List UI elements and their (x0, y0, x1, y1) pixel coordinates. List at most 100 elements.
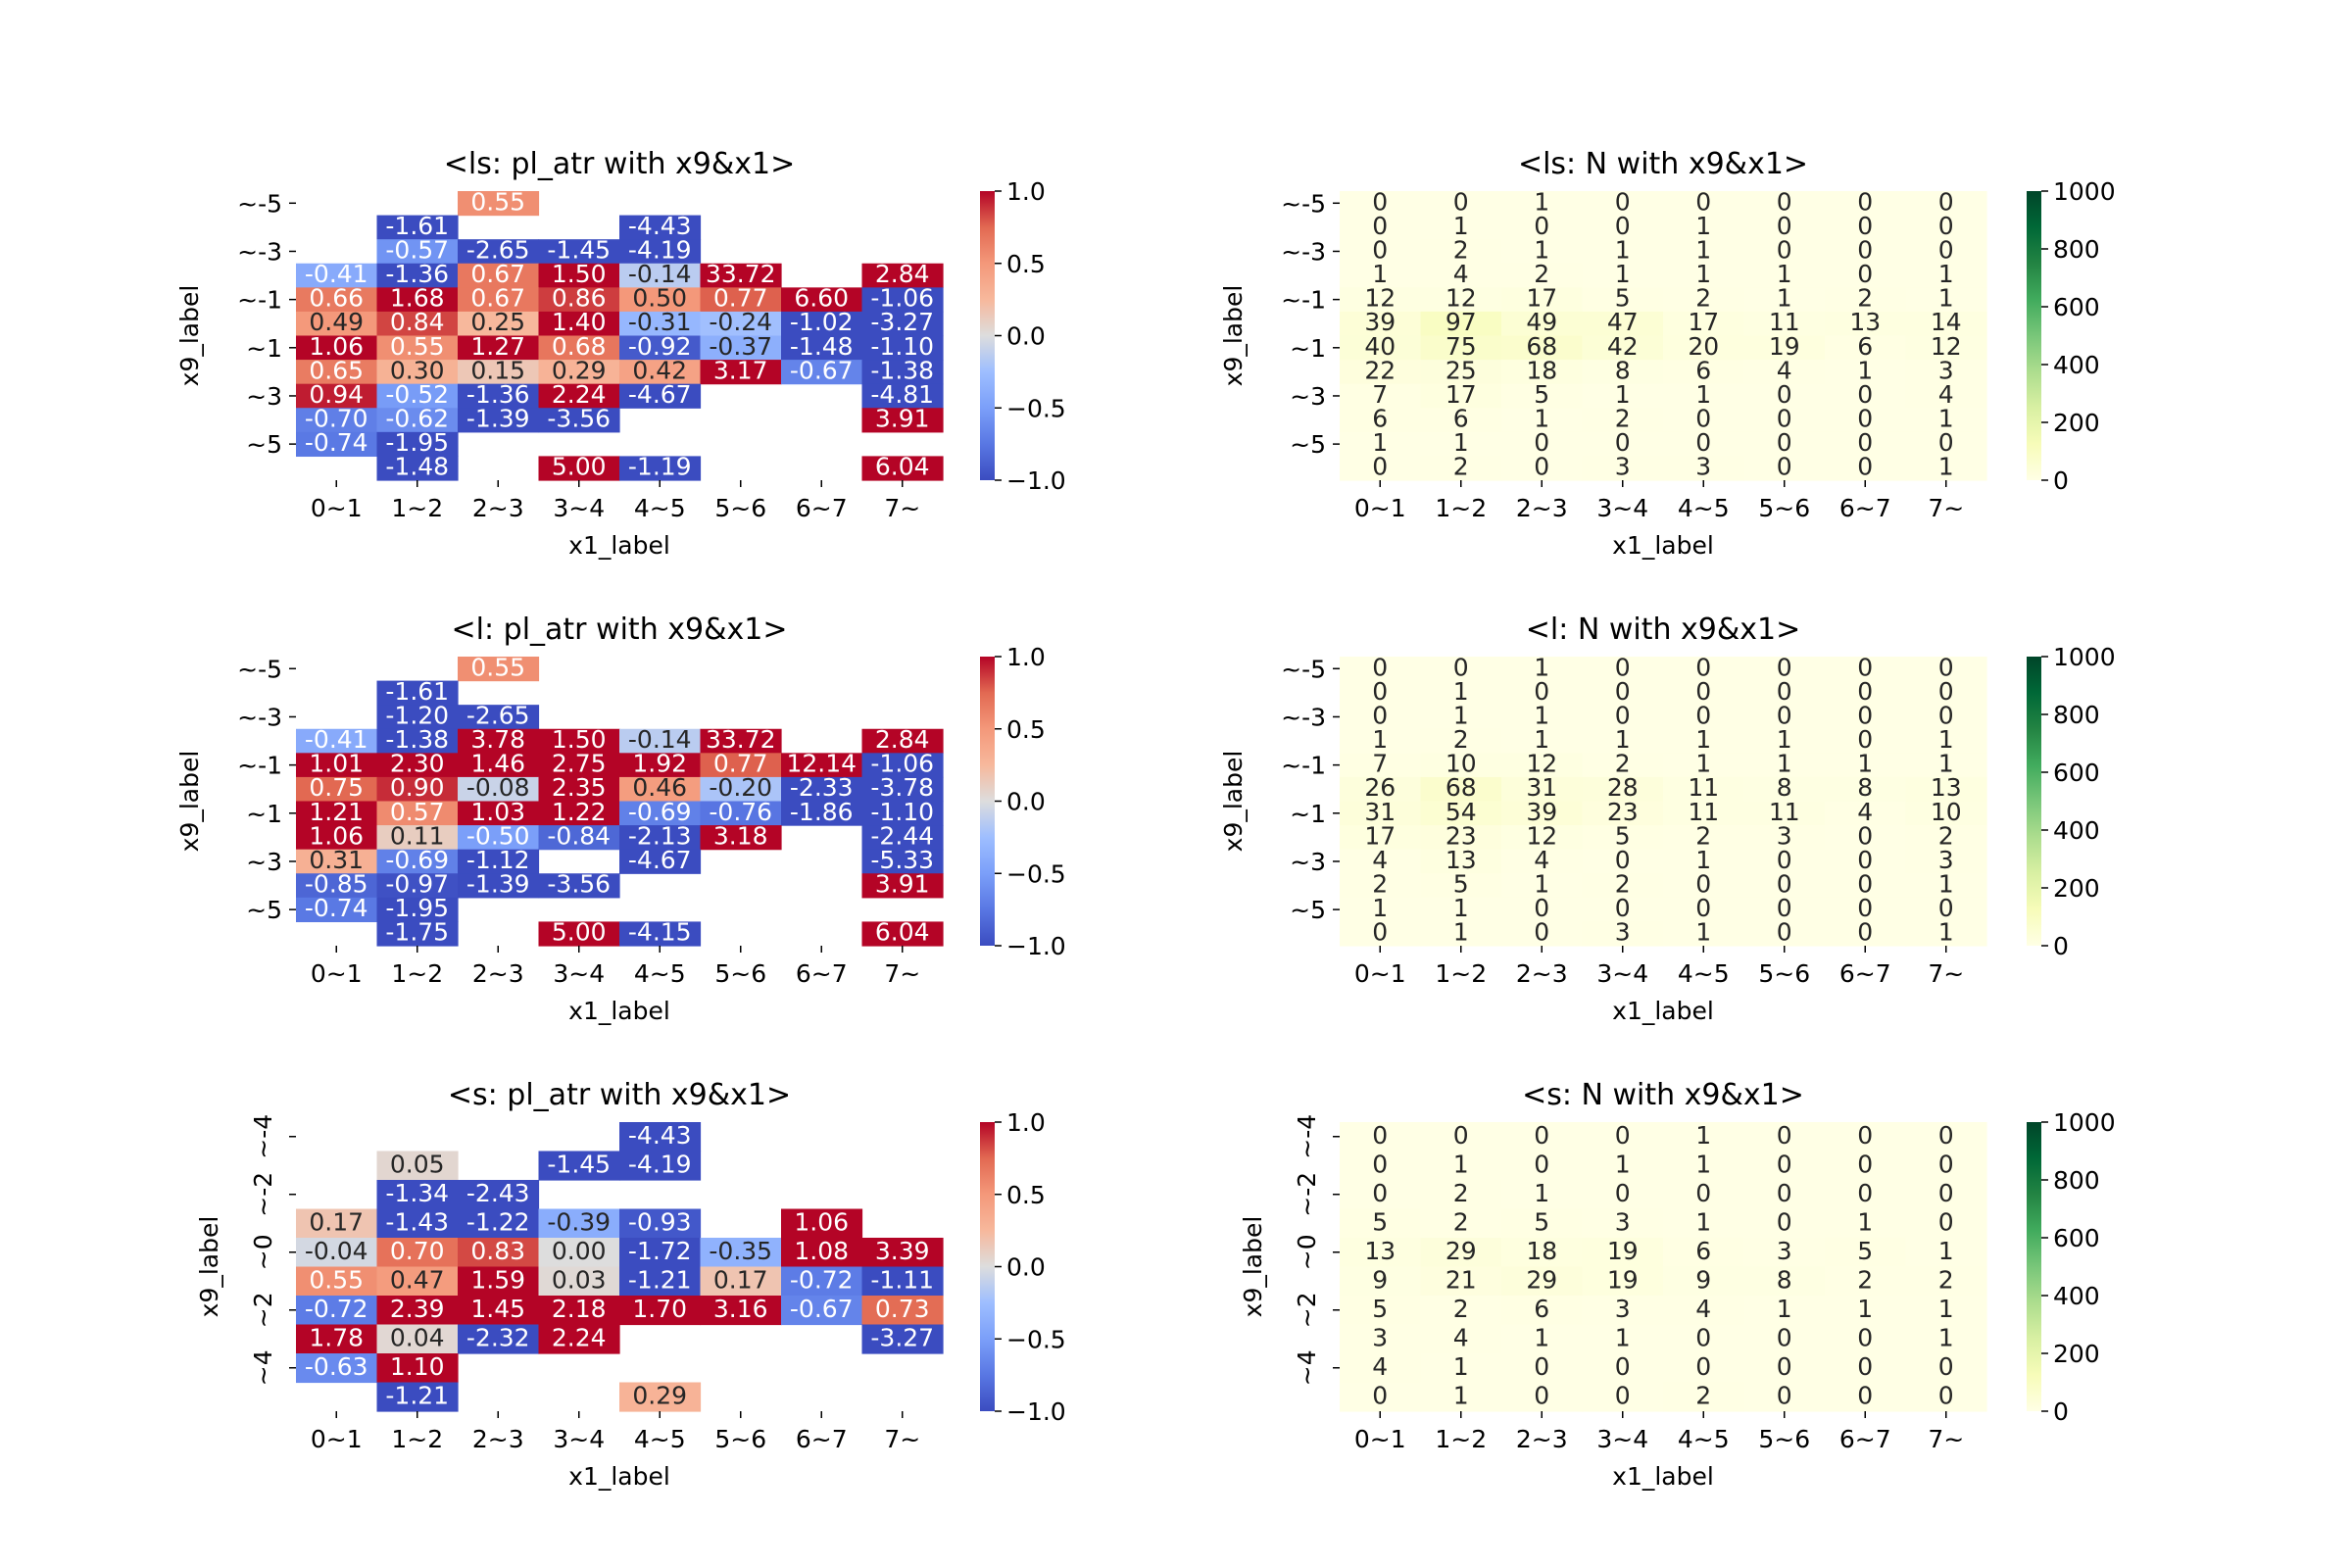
cell-value-label: 1.06 (309, 821, 364, 850)
x-tick-label: 6~7 (1839, 1425, 1891, 1453)
heatmap-cell (1743, 1353, 1826, 1384)
heatmap-cell (1905, 191, 1987, 217)
cell-value-label: 0 (1534, 1150, 1549, 1178)
heatmap-cell (1825, 191, 1907, 217)
cell-value-label: 6.04 (875, 918, 930, 947)
heatmap-cell (538, 456, 620, 481)
heatmap-cell (1663, 657, 1745, 682)
heatmap-cell (1743, 215, 1826, 240)
heatmap-cell (1501, 728, 1584, 754)
heatmap-cell (1582, 657, 1664, 682)
heatmap-cell (1501, 680, 1584, 706)
colorbar-tick-label: 1.0 (1006, 643, 1046, 671)
cell-value-label: 0.30 (390, 356, 445, 384)
cell-value-label: -4.19 (628, 1150, 692, 1178)
cell-value-label: 10 (1931, 798, 1962, 826)
heatmap-cell (458, 1296, 540, 1326)
x-tick-label: 4~5 (634, 959, 686, 988)
cell-value-label: 0 (1695, 1352, 1711, 1381)
cell-value-label: 0.00 (552, 1237, 607, 1265)
y-tick-label: ~-3 (1281, 703, 1326, 731)
cell-value-label: -0.41 (305, 725, 368, 754)
cell-value-label: 4 (1372, 846, 1388, 874)
heatmap-cell (861, 1266, 944, 1297)
heatmap-cell (1420, 431, 1502, 458)
cell-value-label: 0.47 (390, 1265, 445, 1294)
cell-value-label: 1 (1534, 653, 1549, 681)
colorbar-tick-label: 800 (2053, 701, 2100, 729)
cell-value-label: 1 (1777, 260, 1792, 288)
cell-value-label: 0 (1857, 653, 1873, 681)
heatmap-cell (376, 408, 459, 433)
cell-value-label: 6 (1695, 356, 1711, 384)
heatmap-cell (1663, 849, 1745, 874)
cell-value-label: 0.29 (632, 1381, 687, 1409)
cell-value-label: 0 (1695, 894, 1711, 922)
heatmap-cell (376, 801, 459, 826)
heatmap-cell (1905, 456, 1987, 481)
heatmap-cell (538, 360, 620, 385)
heatmap-cell (458, 287, 540, 313)
cell-value-label: 5 (1534, 380, 1549, 409)
cell-value-label: 1.40 (552, 308, 607, 336)
cell-value-label: 0.94 (309, 380, 364, 409)
heatmap-cell (296, 1266, 378, 1297)
heatmap-cell (1663, 921, 1745, 947)
cell-value-label: 0 (1777, 701, 1792, 729)
heatmap-cell (458, 239, 540, 265)
heatmap-cell (619, 456, 702, 481)
cell-value-label: -0.14 (628, 260, 692, 288)
heatmap-cell (296, 849, 378, 874)
cell-value-label: 1 (1938, 1237, 1954, 1265)
cell-value-label: 2 (1453, 235, 1469, 264)
cell-value-label: 1.03 (470, 798, 525, 826)
heatmap-cell (458, 383, 540, 409)
cell-value-label: -1.95 (385, 894, 449, 922)
heatmap-cell (376, 1151, 459, 1181)
heatmap-cell (700, 753, 782, 778)
cell-value-label: 3.91 (875, 405, 930, 433)
heatmap-cell (781, 1296, 863, 1326)
chart-title: <l: N with x9&x1> (1526, 612, 1801, 647)
heatmap-cell (1825, 921, 1907, 947)
heatmap-cell (1743, 191, 1826, 217)
cell-value-label: 1 (1938, 1323, 1954, 1351)
heatmap-cell (1743, 1122, 1826, 1152)
heatmap-cell (1340, 360, 1422, 385)
cell-value-label: 1 (1695, 380, 1711, 409)
x-tick-label: 3~4 (553, 1425, 605, 1453)
y-tick-label: ~2 (249, 1292, 277, 1328)
cell-value-label: -1.48 (385, 453, 449, 481)
cell-value-label: 1 (1695, 235, 1711, 264)
heatmap-cell (1420, 1151, 1502, 1181)
cell-value-label: 0.65 (309, 356, 364, 384)
cell-value-label: 17 (1446, 380, 1477, 409)
heatmap-cell (376, 263, 459, 288)
heatmap-cell (1420, 1382, 1502, 1412)
y-tick-label: ~-3 (237, 703, 282, 731)
heatmap-cell (1582, 408, 1664, 433)
y-tick-label: ~5 (1290, 896, 1326, 924)
y-axis-label: x9_label (175, 285, 204, 387)
cell-value-label: 0 (1615, 212, 1631, 240)
heatmap-cell (376, 1382, 459, 1412)
heatmap-cell (1743, 705, 1826, 730)
heatmap-cell (619, 776, 702, 803)
cell-value-label: 2 (1534, 260, 1549, 288)
heatmap-cell (458, 753, 540, 778)
cell-value-label: -3.56 (547, 870, 611, 899)
cell-value-label: 0.55 (470, 187, 525, 216)
cell-value-label: 12 (1526, 821, 1557, 850)
heatmap-cell (458, 1266, 540, 1297)
cell-value-label: 12.14 (786, 750, 857, 778)
heatmap-cell (1825, 897, 1907, 923)
cell-value-label: -1.10 (870, 798, 934, 826)
heatmap-cell (1825, 728, 1907, 754)
heatmap-cell (1501, 431, 1584, 458)
colorbar-tick-label: 400 (2053, 816, 2100, 845)
x-tick-label: 1~2 (1435, 494, 1487, 522)
cell-value-label: 0 (1857, 1323, 1873, 1351)
heatmap-cell (296, 408, 378, 433)
cell-value-label: 0 (1938, 701, 1954, 729)
heatmap-cell (1340, 215, 1422, 240)
